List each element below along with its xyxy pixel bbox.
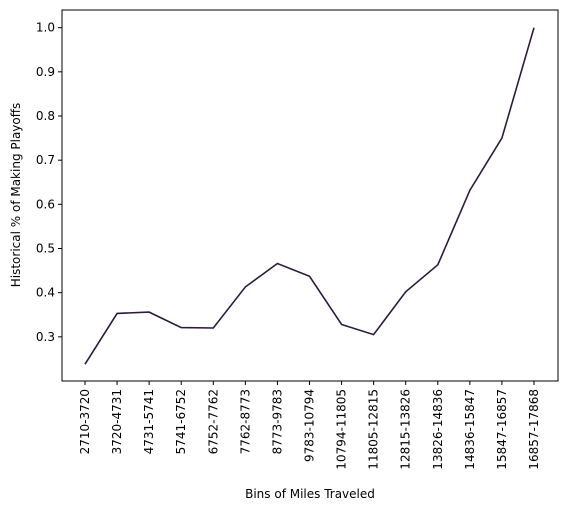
x-tick-label: 3720-4731 (110, 389, 124, 454)
x-tick-label: 13826-14836 (431, 389, 445, 470)
x-tick-label: 8773-9783 (270, 389, 284, 454)
x-tick-label: 16857-17868 (527, 389, 541, 470)
y-tick-label: 0.4 (36, 286, 55, 300)
y-tick-label: 1.0 (36, 21, 55, 35)
x-tick-label: 11805-12815 (367, 389, 381, 470)
y-tick-label: 0.8 (36, 109, 55, 123)
y-tick-label: 0.9 (36, 65, 55, 79)
x-axis: 2710-3720 3720-4731 4731-5741 5741-6752 6752… (78, 381, 541, 470)
series-line (84, 27, 535, 365)
x-tick-label: 9783-10794 (303, 389, 317, 462)
y-tick-label: 0.7 (36, 153, 55, 167)
x-tick-label: 10794-11805 (335, 389, 349, 470)
x-tick-label: 15847-16857 (495, 389, 509, 470)
x-tick-label: 6752-7762 (206, 389, 220, 454)
y-axis: 0.3 0.4 0.5 0.6 0.7 0.8 0.9 1.0 (36, 21, 62, 344)
x-tick-label: 14836-15847 (463, 389, 477, 470)
x-axis-label: Bins of Miles Traveled (245, 487, 375, 501)
x-tick-label: 2710-3720 (78, 389, 92, 454)
y-tick-label: 0.3 (36, 330, 55, 344)
y-tick-label: 0.5 (36, 242, 55, 256)
x-tick-label: 4731-5741 (142, 389, 156, 454)
x-tick-label: 7762-8773 (238, 389, 252, 454)
y-tick-label: 0.6 (36, 197, 55, 211)
x-tick-label: 12815-13826 (399, 389, 413, 470)
x-tick-label: 5741-6752 (174, 389, 188, 454)
y-axis-label: Historical % of Making Playoffs (9, 103, 23, 288)
plot-area (61, 9, 559, 382)
